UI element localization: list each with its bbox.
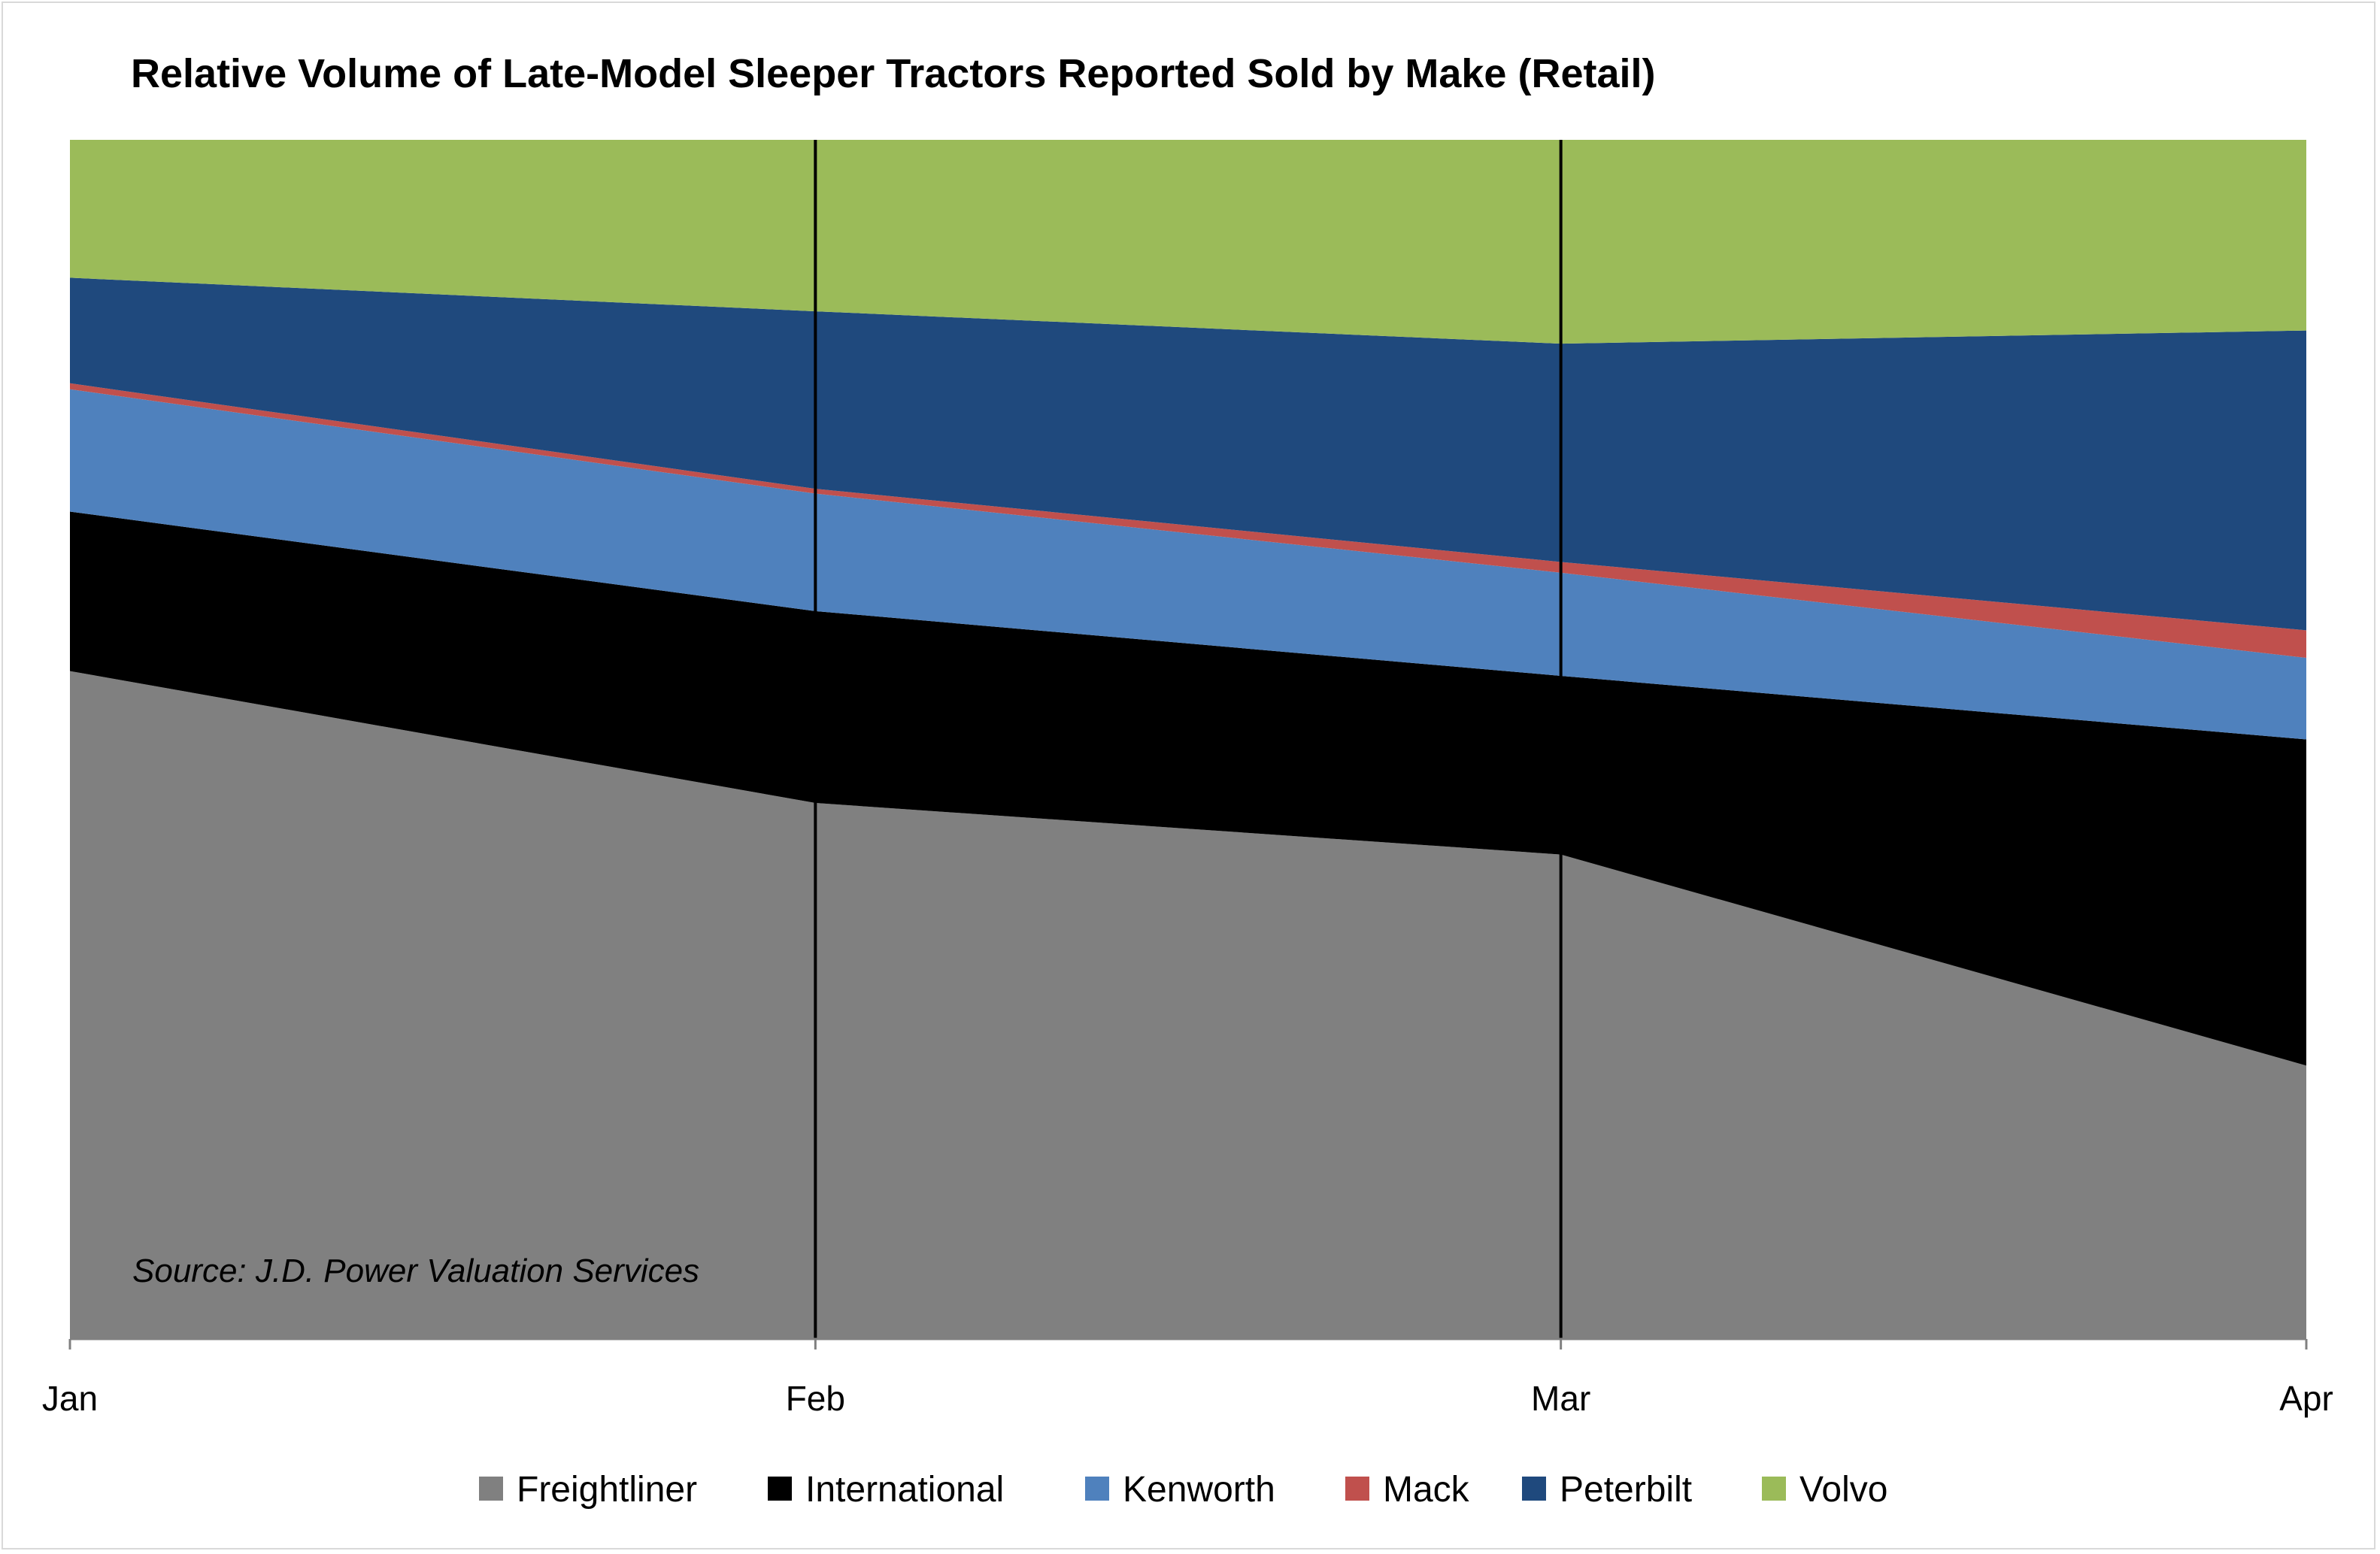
legend-swatch-freightliner [479,1477,503,1501]
legend: Freightliner International Kenworth Mack Pet… [479,1470,1887,1510]
legend-swatch-volvo [1762,1477,1786,1501]
area-international [70,511,2306,1066]
legend-item-volvo: Volvo [1762,1470,1887,1510]
x-axis-ticks: Jan Feb Mar Apr [42,1339,2333,1418]
legend-label-freightliner: Freightliner [517,1470,697,1510]
drop-lines [814,140,1563,1339]
x-tick-label-mar: Mar [1531,1379,1590,1418]
plot-area [70,140,2306,1339]
legend-label-mack: Mack [1383,1470,1470,1510]
area-kenworth [70,389,2306,740]
legend-item-freightliner: Freightliner [479,1470,697,1510]
legend-label-kenworth: Kenworth [1123,1470,1275,1510]
legend-swatch-mack [1345,1477,1369,1501]
area-volvo [70,140,2306,344]
chart-title: Relative Volume of Late-Model Sleeper Tr… [131,51,1655,96]
legend-swatch-kenworth [1085,1477,1109,1501]
area-peterbilt [70,277,2306,631]
source-annotation: Source: J.D. Power Valuation Services [132,1253,699,1289]
legend-item-mack: Mack [1345,1470,1470,1510]
legend-item-peterbilt: Peterbilt [1522,1470,1692,1510]
legend-label-peterbilt: Peterbilt [1560,1470,1692,1510]
legend-label-international: International [805,1470,1004,1510]
legend-label-volvo: Volvo [1799,1470,1887,1510]
legend-item-kenworth: Kenworth [1085,1470,1275,1510]
x-tick-label-jan: Jan [42,1379,98,1418]
x-tick-label-feb: Feb [786,1379,845,1418]
x-tick-label-apr: Apr [2279,1379,2333,1418]
area-freightliner [70,671,2306,1339]
legend-swatch-peterbilt [1522,1477,1546,1501]
legend-swatch-international [768,1477,792,1501]
legend-item-international: International [768,1470,1004,1510]
area-mack [70,383,2306,659]
